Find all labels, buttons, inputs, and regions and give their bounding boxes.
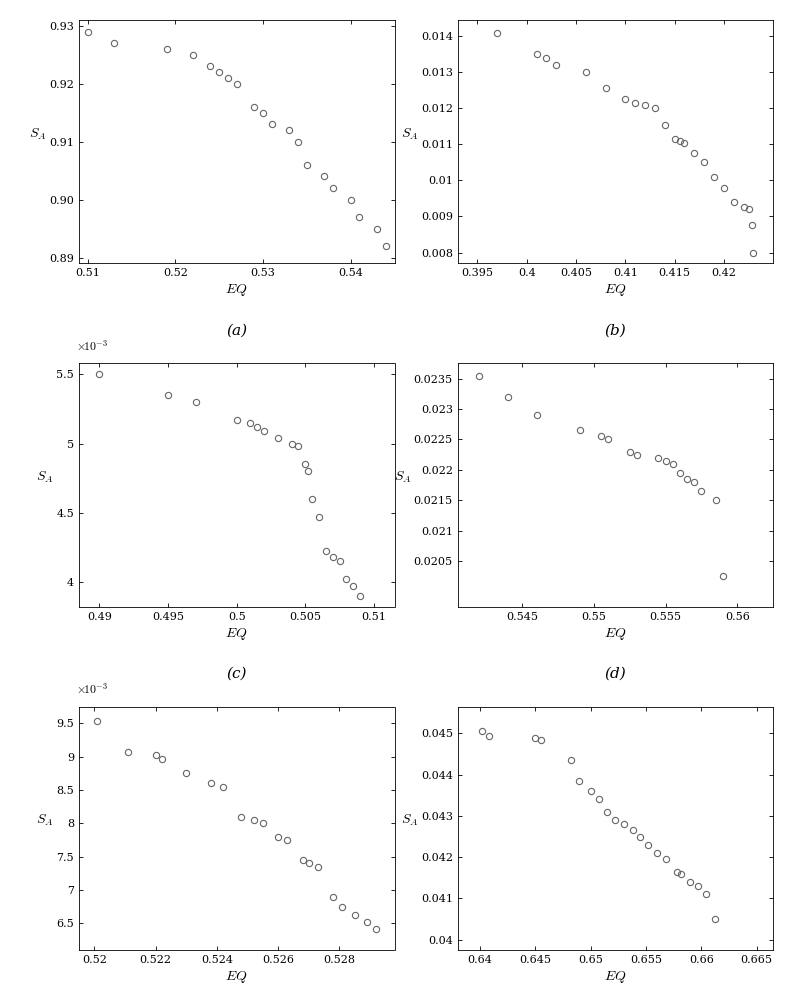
Y-axis label: $S_A$: $S_A$ [401,126,418,142]
Text: (b): (b) [604,323,626,337]
Y-axis label: $S_A$: $S_A$ [29,126,47,142]
X-axis label: $EQ$: $EQ$ [604,282,626,298]
Y-axis label: $S_A$: $S_A$ [394,470,411,485]
X-axis label: $EQ$: $EQ$ [604,969,626,985]
X-axis label: $EQ$: $EQ$ [604,626,626,642]
X-axis label: $EQ$: $EQ$ [226,626,248,642]
Y-axis label: $S_A$: $S_A$ [36,470,54,485]
X-axis label: $EQ$: $EQ$ [226,282,248,298]
Text: (a): (a) [226,323,247,337]
X-axis label: $EQ$: $EQ$ [226,969,248,985]
Y-axis label: $S_A$: $S_A$ [401,813,418,828]
Text: (c): (c) [226,667,247,681]
Text: (d): (d) [604,667,626,681]
Text: $\times\!10^{-3}$: $\times\!10^{-3}$ [76,682,107,697]
Text: $\times\!10^{-3}$: $\times\!10^{-3}$ [76,339,107,354]
Y-axis label: $S_A$: $S_A$ [36,813,54,828]
